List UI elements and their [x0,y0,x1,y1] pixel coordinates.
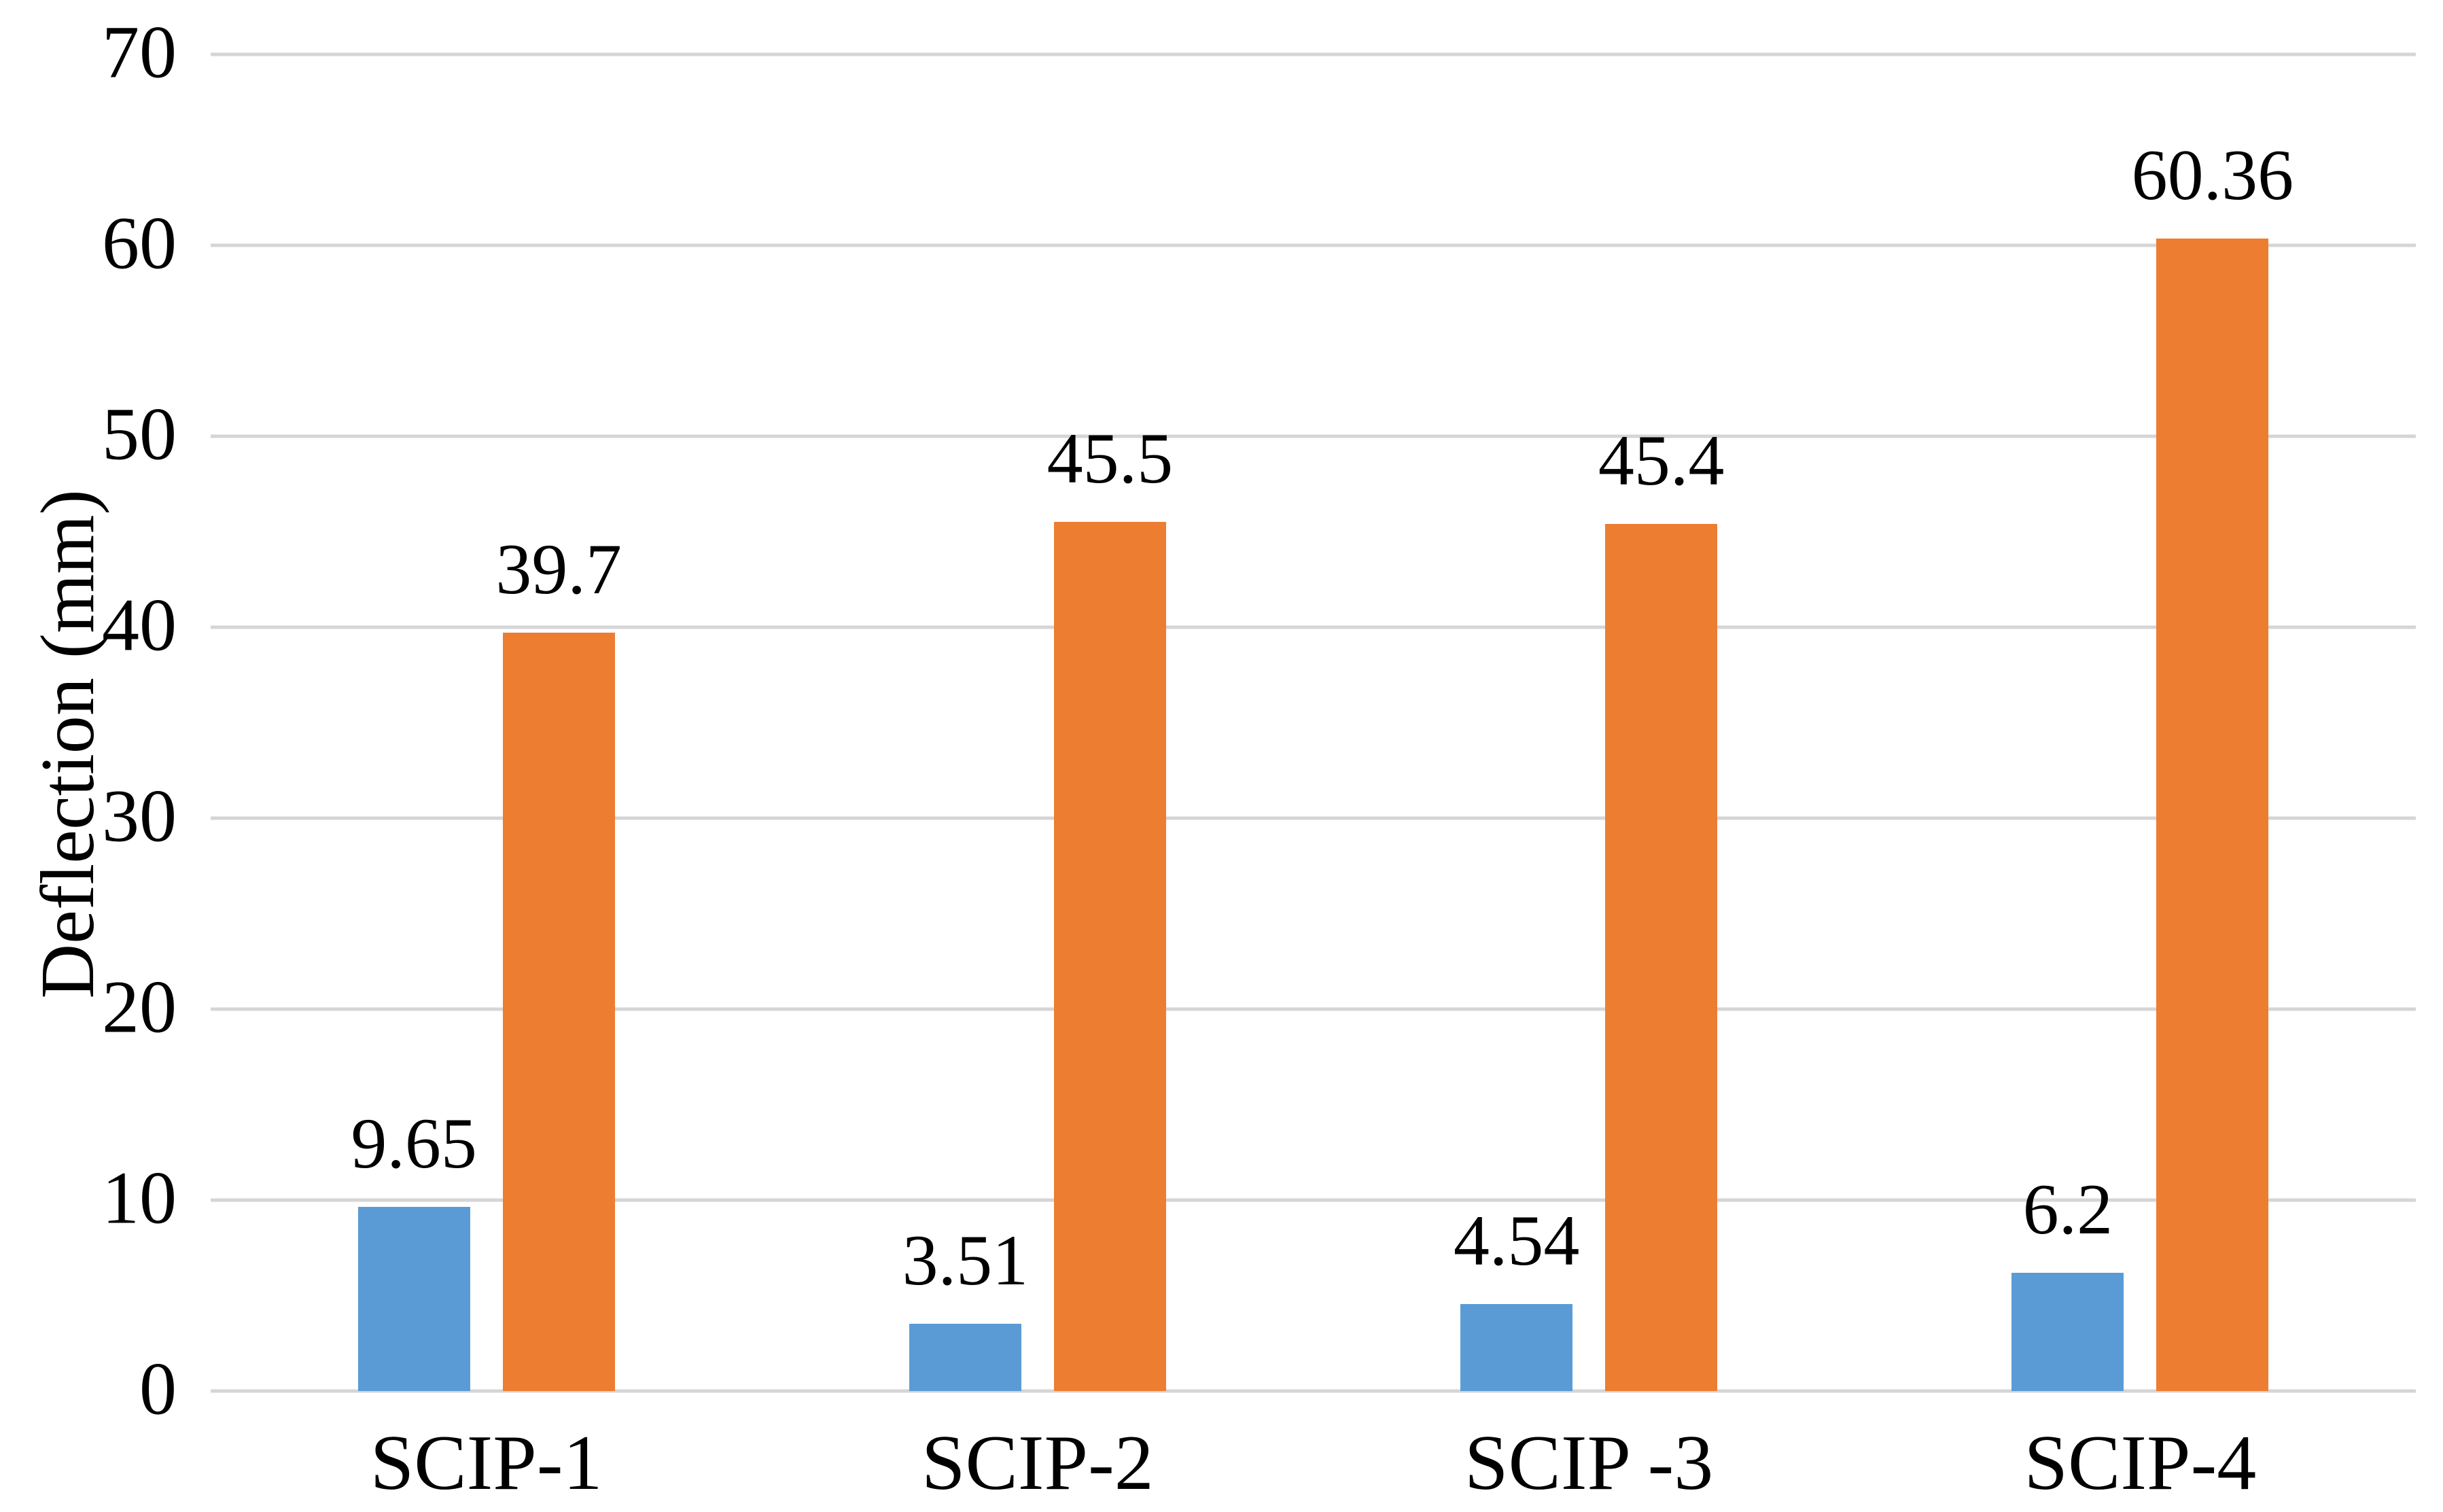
gridline-60 [211,243,2416,247]
bar-groups: 9.65 39.7 3.51 45.5 4.54 45.4 6.2 60.36 [211,54,2416,1391]
y-tick-label-70: 70 [102,10,177,94]
category-group-SCIP-4: 6.2 60.36 [1865,54,2416,1391]
x-axis-label-SCIP-2: SCIP-2 [921,1420,1154,1507]
bar-blue-SCIP-1: 9.65 [351,1107,477,1391]
y-tick-label-60: 60 [102,201,177,285]
bar-orange-SCIP-1: 39.7 [495,533,622,1391]
x-axis-category-labels: SCIP-1 SCIP-2 SCIP -3 SCIP-4 [211,1424,2416,1502]
bar-blue-SCIP-2: 3.51 [902,1225,1028,1391]
data-label-orange-SCIP-4: 60.36 [2131,135,2294,215]
y-axis-tick-labels: 0 10 20 30 40 50 60 70 [0,15,177,1426]
y-tick-label-20: 20 [102,965,177,1049]
plot-area: 9.65 39.7 3.51 45.5 4.54 45.4 6.2 60.36 [211,52,2416,1393]
gridline-0 [211,1389,2416,1393]
bar-orange-SCIP-2: 45.5 [1047,423,1173,1391]
category-group-SCIP-2: 3.51 45.5 [762,54,1313,1391]
bar-orange-SCIP -3: 45.4 [1598,425,1724,1391]
y-tick-label-0: 0 [139,1347,177,1430]
gridline-40 [211,625,2416,629]
gridline-70 [211,52,2416,56]
gridline-20 [211,1007,2416,1011]
y-tick-label-10: 10 [102,1156,177,1240]
x-axis-label-SCIP-4: SCIP-4 [2024,1420,2257,1507]
category-group-SCIP -3: 4.54 45.4 [1314,54,1865,1391]
data-label-blue-SCIP-1: 9.65 [351,1103,477,1183]
data-label-orange-SCIP-2: 45.5 [1047,419,1174,499]
y-tick-label-50: 50 [102,392,177,476]
data-label-blue-SCIP-4: 6.2 [2022,1169,2113,1249]
x-axis-label-SCIP -3: SCIP -3 [1464,1420,1714,1507]
bar-orange-SCIP-4: 60.36 [2132,139,2293,1391]
data-label-orange-SCIP-1: 39.7 [495,529,622,610]
y-tick-label-30: 30 [102,774,177,858]
category-group-SCIP-1: 9.65 39.7 [211,54,762,1391]
bar-blue-SCIP-4: 6.2 [2011,1173,2124,1391]
gridline-10 [211,1198,2416,1202]
data-label-blue-SCIP-2: 3.51 [902,1220,1029,1301]
gridline-50 [211,434,2416,438]
data-label-orange-SCIP -3: 45.4 [1598,421,1725,501]
x-axis-label-SCIP-1: SCIP-1 [370,1420,603,1507]
y-tick-label-40: 40 [102,583,177,667]
bar-blue-SCIP -3: 4.54 [1454,1205,1579,1391]
gridline-30 [211,816,2416,820]
data-label-blue-SCIP -3: 4.54 [1453,1201,1580,1281]
